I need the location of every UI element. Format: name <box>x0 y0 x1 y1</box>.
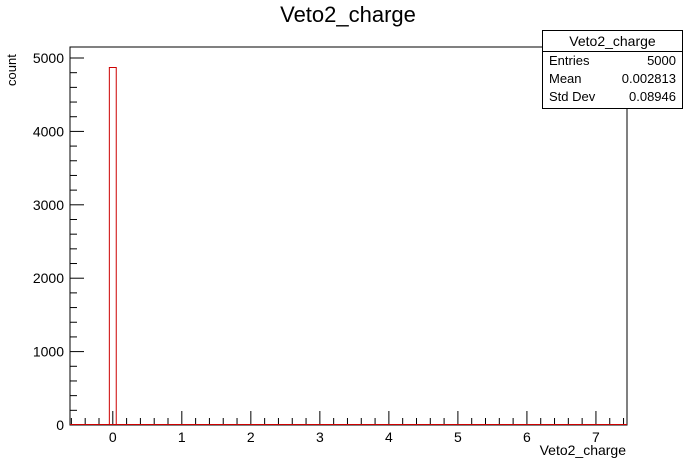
x-tick-label: 0 <box>109 429 117 445</box>
y-tick-label: 0 <box>56 417 64 433</box>
stats-label: Std Dev <box>549 89 596 104</box>
stats-value: 0.002813 <box>621 71 676 86</box>
stats-value: 0.08946 <box>629 89 676 104</box>
chart-title: Veto2_charge <box>280 2 416 27</box>
x-axis-label: Veto2_charge <box>539 442 626 458</box>
y-tick-label: 1000 <box>33 344 64 360</box>
histogram-bin <box>108 67 117 425</box>
stats-row-stddev: Std Dev 0.08946 <box>543 88 682 106</box>
x-tick-label: 7 <box>592 429 600 445</box>
x-tick-label: 3 <box>316 429 324 445</box>
stats-row-mean: Mean 0.002813 <box>543 70 682 88</box>
x-tick-label: 4 <box>385 429 393 445</box>
y-tick-label: 3000 <box>33 197 64 213</box>
x-tick-label: 5 <box>454 429 462 445</box>
stats-row-entries: Entries 5000 <box>543 52 682 70</box>
stats-box: Veto2_charge Entries 5000 Mean 0.002813 … <box>542 30 683 109</box>
y-tick-label: 2000 <box>33 270 64 286</box>
y-tick-label: 4000 <box>33 123 64 139</box>
stats-label: Entries <box>549 53 590 68</box>
stats-box-title: Veto2_charge <box>543 31 682 52</box>
x-tick-label: 6 <box>523 429 531 445</box>
x-tick-label: 2 <box>247 429 255 445</box>
y-axis-label: count <box>4 54 19 86</box>
stats-label: Mean <box>549 71 582 86</box>
stats-value: 5000 <box>647 53 676 68</box>
y-tick-label: 5000 <box>33 50 64 66</box>
x-tick-label: 1 <box>178 429 186 445</box>
